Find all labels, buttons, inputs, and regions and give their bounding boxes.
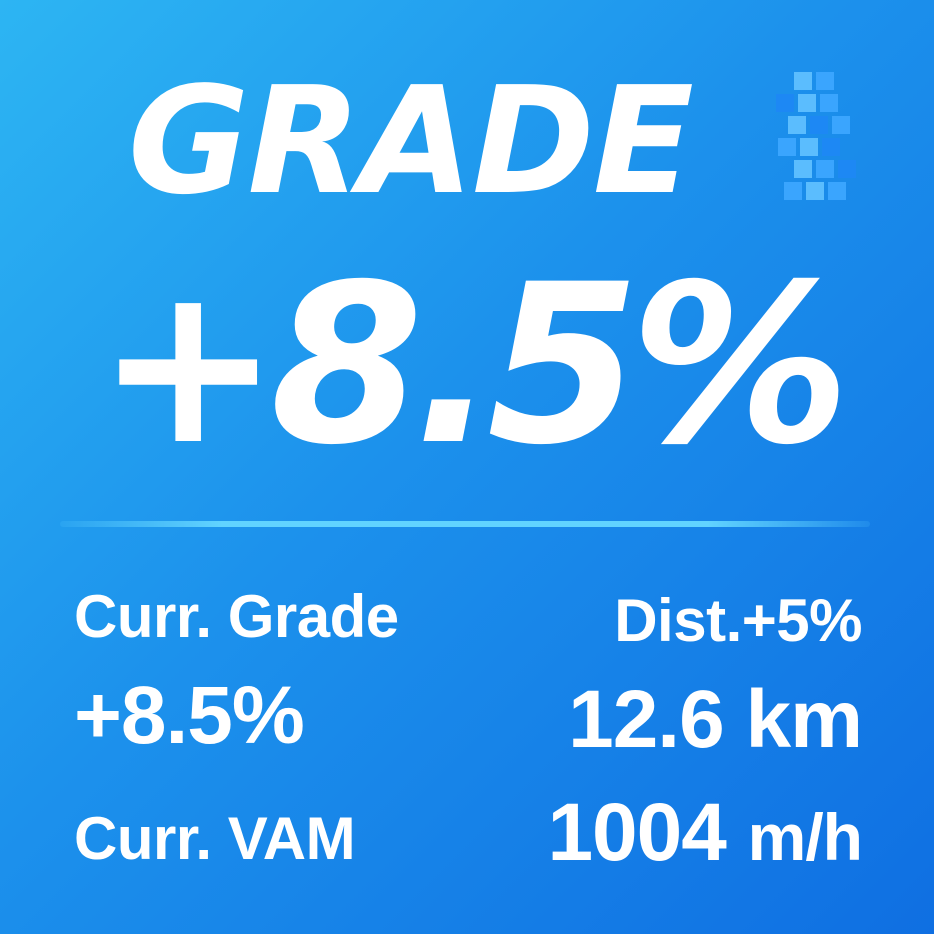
- distance-over-5-value: 12.6 km: [568, 674, 863, 765]
- checkered-pixel-icon: [736, 72, 856, 218]
- current-vam-unit: m/h: [747, 800, 863, 874]
- current-grade-label: Curr. Grade: [74, 583, 399, 650]
- section-divider: [60, 521, 870, 527]
- current-vam-value: 1004 m/h: [547, 785, 863, 885]
- current-vam-label: Curr. VAM: [74, 805, 356, 872]
- current-grade-value: +8.5%: [74, 670, 305, 761]
- current-vam-number: 1004: [547, 787, 726, 878]
- hero-grade-value: +8.5%: [96, 237, 851, 493]
- grade-title: GRADE: [128, 55, 694, 227]
- distance-over-5-label: Dist.+5%: [614, 587, 862, 654]
